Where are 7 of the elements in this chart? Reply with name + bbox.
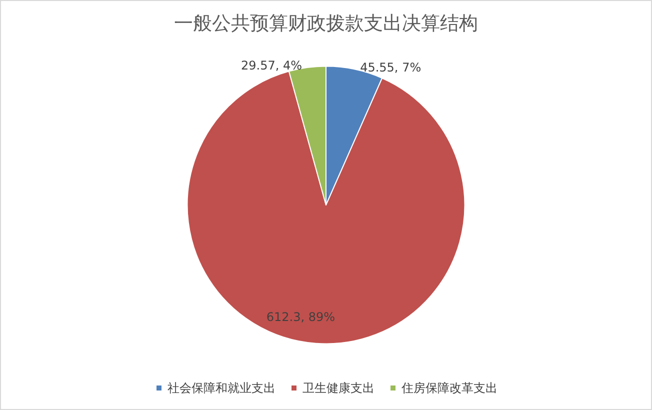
chart-title: 一般公共预算财政拨款支出决算结构 [174,12,478,34]
legend-label: 住房保障改革支出 [400,381,498,395]
data-label: 29.57, 4% [241,58,302,73]
data-label: 612.3, 89% [266,310,336,324]
legend-label: 卫生健康支出 [302,381,374,395]
legend-label: 社会保障和就业支出 [168,381,276,395]
data-label: 45.55, 7% [360,60,422,74]
